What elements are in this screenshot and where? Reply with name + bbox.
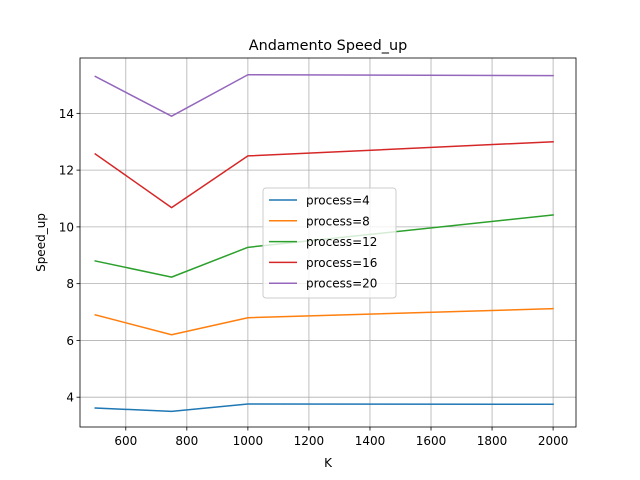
x-tick-label: 600 [114,434,137,448]
legend-label: process=16 [306,256,377,270]
series-line-process-16 [94,140,554,209]
y-tick-label: 12 [59,164,74,178]
y-tick-label: 6 [66,334,74,348]
legend-box [262,187,397,299]
y-tick-label: 10 [59,220,74,234]
x-tick-label: 2000 [538,434,569,448]
axis-ticks: 600 800 1000 1200 1400 1600 1800 2000 4 6 8 10 12 14 [59,107,569,448]
series-line-process-12 [94,214,554,278]
x-tick-label: 1200 [294,434,325,448]
series-line-process-20 [94,74,554,117]
series-line-process-4 [94,403,554,413]
y-tick-label: 4 [66,391,74,405]
x-axis-label: K [324,456,333,470]
y-tick-label: 8 [66,277,74,291]
x-tick-label: 1400 [355,434,386,448]
series-line-process-8 [94,307,554,336]
legend-label: process=20 [306,277,377,291]
legend-label: process=8 [306,214,370,228]
x-tick-label: 1800 [477,434,508,448]
y-tick-label: 14 [59,107,74,121]
y-axis-label: Speed_up [34,213,48,272]
legend-label: process=4 [306,194,370,208]
chart-title: Andamento Speed_up [249,38,408,54]
legend-label: process=12 [306,235,377,249]
x-tick-label: 800 [175,434,198,448]
x-tick-label: 1000 [233,434,264,448]
legend: process=4 process=8 process=12 process=16 pr… [262,187,397,299]
plot-frame [79,57,577,428]
x-tick-label: 1600 [416,434,447,448]
series-lines [94,74,554,413]
